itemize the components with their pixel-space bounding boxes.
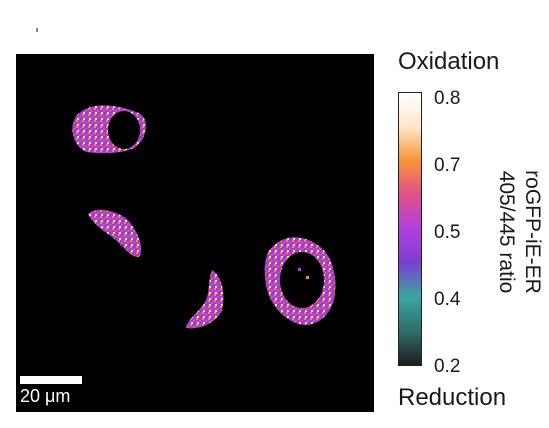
cell-1 xyxy=(72,105,146,154)
colorbar xyxy=(398,92,422,366)
cell-2 xyxy=(88,209,142,257)
colorbar-tick: 0.2 xyxy=(434,356,461,377)
scale-bar-label: 20 μm xyxy=(20,386,71,406)
colorbar-title-line1: roGFP-iE-ER xyxy=(521,170,544,294)
colorbar-tick: 0.8 xyxy=(434,88,461,109)
scale-bar xyxy=(20,376,82,384)
colorbar-tick: 0.4 xyxy=(434,289,461,310)
cell-4 xyxy=(264,237,336,325)
colorbar-tick: 0.5 xyxy=(434,222,461,243)
colorbar-tick: 0.7 xyxy=(434,155,461,176)
oxidation-label: Oxidation xyxy=(398,48,500,75)
cells-svg xyxy=(72,105,336,329)
micrograph-image: 20 μm xyxy=(16,54,374,412)
reduction-label: Reduction xyxy=(398,384,507,411)
cell-3 xyxy=(186,270,224,329)
stray-mark xyxy=(36,28,38,32)
colorbar-title-line2: 405/445 ratio xyxy=(495,170,518,294)
